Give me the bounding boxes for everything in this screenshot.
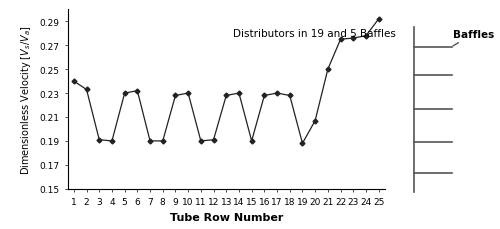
- Y-axis label: Dimensionless Velocity [$V_s$/$V_a$]: Dimensionless Velocity [$V_s$/$V_a$]: [20, 25, 34, 174]
- X-axis label: Tube Row Number: Tube Row Number: [170, 212, 283, 222]
- Text: Distributors in 19 and 5 Baffles: Distributors in 19 and 5 Baffles: [232, 29, 396, 39]
- Text: Baffles: Baffles: [453, 29, 494, 47]
